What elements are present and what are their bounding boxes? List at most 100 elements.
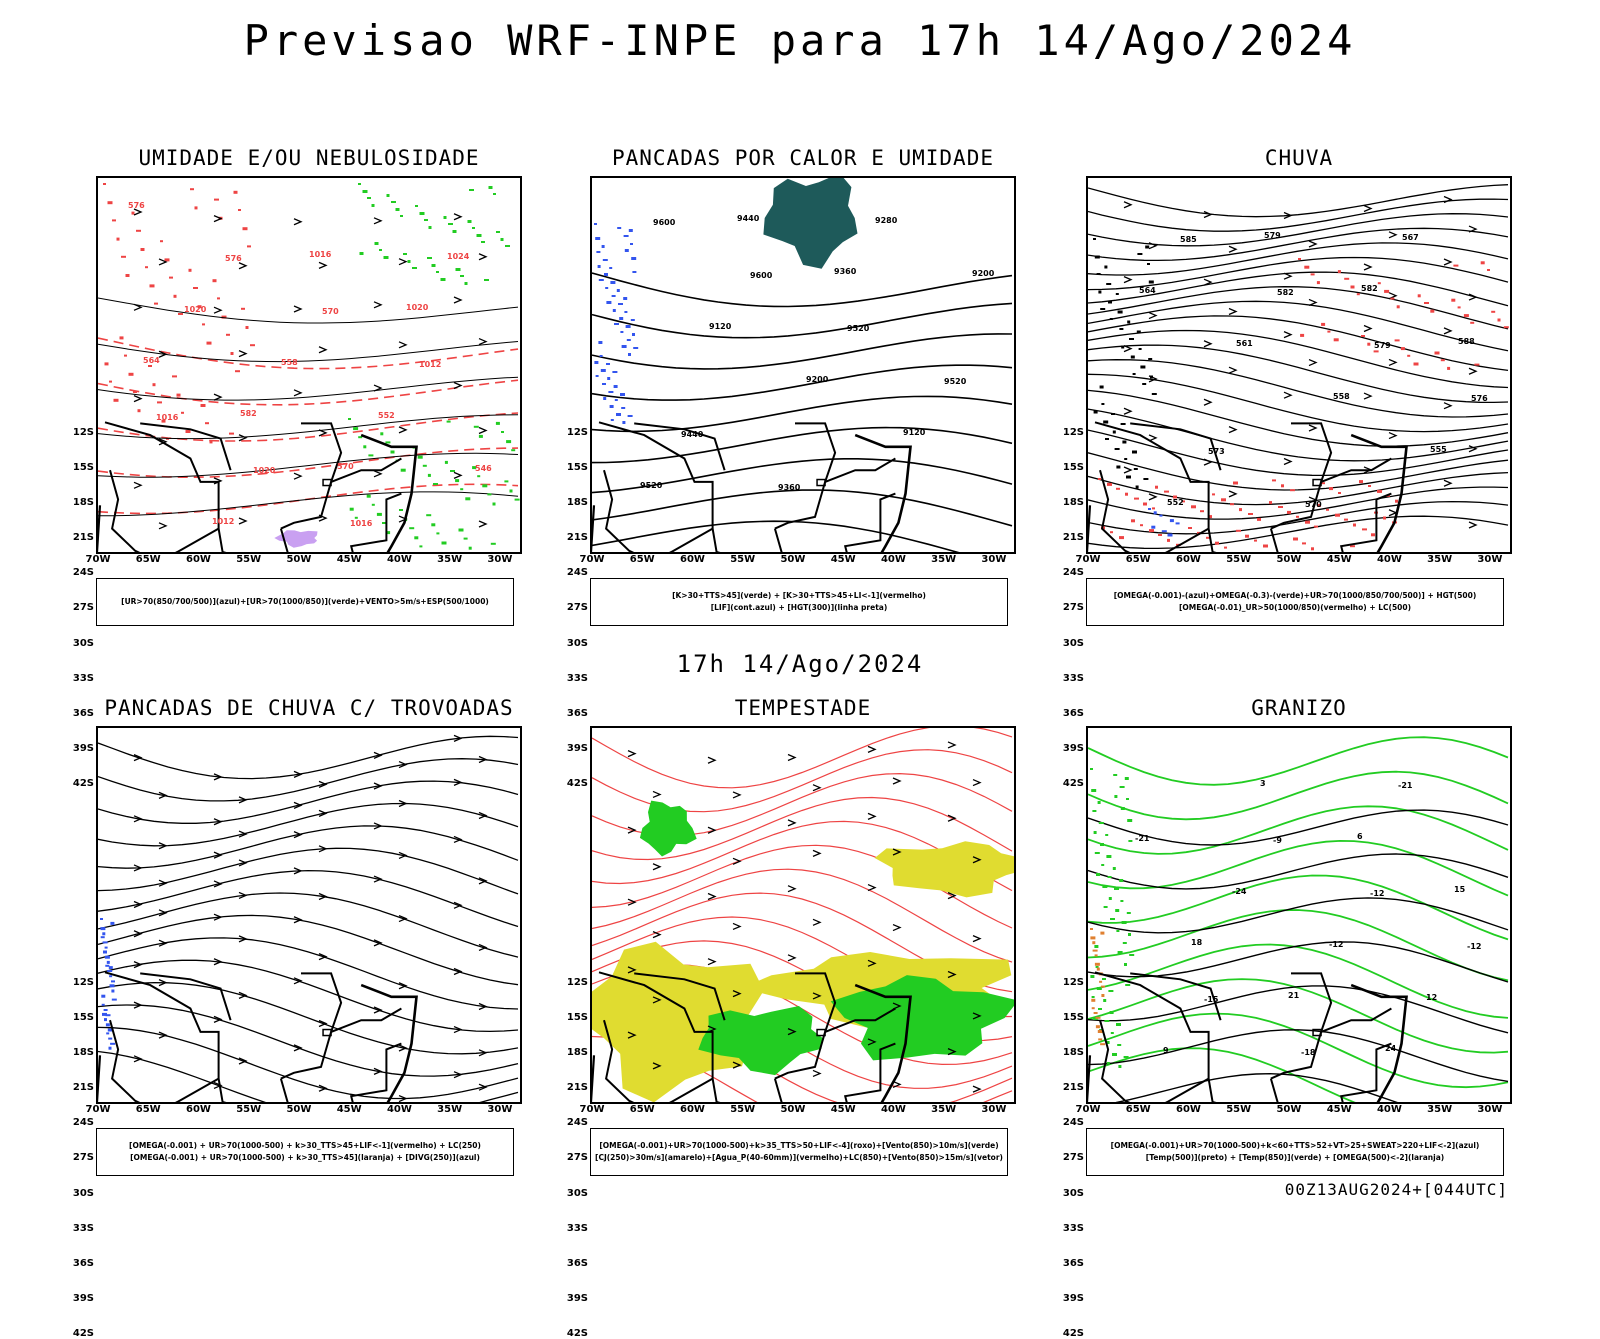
contour-label: 576: [225, 254, 242, 263]
divergence-area: [111, 998, 117, 1001]
streamline-arrow: [293, 472, 303, 480]
rain-area: [1361, 335, 1365, 337]
streamline-arrow: [398, 914, 408, 923]
humidity-contour: [245, 326, 249, 329]
terrain-contour: [1093, 410, 1098, 414]
streamline-arrow: [478, 1002, 488, 1011]
contour-line: [1088, 198, 1509, 232]
map-canvas: 9600 9600 9520 9520 9440 9360 9280 9200 9120 9200…: [592, 178, 1013, 552]
humidity-contour: [169, 276, 173, 279]
streamline-arrow: [1203, 458, 1213, 466]
lifted-index-contour: [633, 347, 639, 349]
terrain-contour: [1129, 338, 1134, 340]
streamline-arrow: [1123, 466, 1133, 474]
lon-tick-label: 65W: [1125, 554, 1151, 565]
border-line: [711, 528, 721, 552]
streamline-arrow: [1148, 311, 1158, 320]
humidity-contour: [235, 370, 240, 373]
lat-tick-label: 21S: [1062, 1082, 1084, 1094]
rain-area: [1457, 306, 1461, 309]
low-level-humidity: [374, 242, 379, 245]
temp-850-contour: [1092, 1017, 1098, 1020]
rain-area-omega: [1159, 514, 1163, 517]
streamline-arrow: [373, 782, 383, 790]
temp-850-contour: [1119, 879, 1124, 882]
streamline-arrow: [293, 830, 303, 839]
rain-area: [1480, 261, 1485, 265]
streamline-arrow: [453, 778, 463, 786]
low-level-humidity: [465, 497, 471, 501]
humidity-contour: [250, 344, 255, 347]
divergence-area: [109, 975, 113, 978]
omega-500-area: [1101, 994, 1105, 997]
lifted-index-contour: [621, 407, 626, 409]
map-canvas: 576 576 570 1012 1016 1020 1016 1024 1020 558 552 5…: [98, 183, 520, 552]
run-info: 00Z13AUG2024+[044UTC]: [1284, 1180, 1508, 1199]
rain-area: [1311, 547, 1314, 551]
contour-line: [592, 272, 1013, 308]
low-level-humidity: [506, 440, 512, 444]
rain-area-omega: [1148, 508, 1151, 510]
lat-tick-label: 18S: [1062, 497, 1084, 509]
contour-label: 585: [1180, 235, 1197, 244]
border-line: [1130, 422, 1222, 471]
omega-500-area: [1100, 931, 1105, 935]
rain-area-omega: [1161, 530, 1167, 533]
contour-line: [98, 914, 519, 986]
temp-850-contour: [1124, 777, 1129, 780]
streamline-arrow: [812, 784, 822, 792]
border-line: [109, 469, 178, 552]
contour-line: [592, 302, 1013, 339]
lon-tick-label: 40W: [386, 554, 412, 565]
divergence-area: [100, 927, 106, 931]
map-pancadas-calor: 9600 9600 9520 9520 9440 9360 9280 9200 9120 9200…: [590, 176, 1016, 554]
temp-850-contour: [1128, 933, 1131, 936]
humidity-contour: [200, 404, 206, 407]
border-line: [634, 972, 726, 1021]
lon-tick-label: 65W: [135, 554, 161, 565]
streamline-arrow: [1308, 298, 1318, 307]
contour-line: [98, 297, 519, 324]
contour-line: [592, 364, 1013, 401]
streamline-arrow: [293, 305, 303, 313]
lon-tick-label: 50W: [780, 1104, 806, 1115]
lifted-index-contour: [603, 397, 607, 400]
low-level-humidity: [419, 212, 425, 215]
lifted-index-contour: [622, 421, 626, 424]
legend-line: [UR>70(850/700/500)](azul)+[UR>70(1000/8…: [121, 597, 489, 606]
streamline-arrow: [1443, 195, 1453, 204]
streamline-arrow: [478, 1049, 488, 1057]
lifted-index-contour: [598, 279, 604, 281]
lifted-index-contour: [613, 385, 618, 388]
streamline-arrow: [1388, 231, 1398, 239]
divergence-area: [102, 941, 108, 944]
divergence-area: [101, 1003, 105, 1006]
map-canvas: [592, 728, 1014, 1102]
streamline-arrow: [318, 809, 328, 818]
omega-500-area: [1091, 1007, 1095, 1010]
humidity-contour: [157, 401, 162, 404]
contour-line: [98, 847, 519, 895]
divergence-area: [102, 932, 106, 936]
border-line: [1166, 527, 1210, 552]
lat-tick-label: 15S: [1062, 1012, 1084, 1024]
legend-box: [OMEGA(-0.001) + UR>70(1000-500) + k>30_…: [96, 1128, 514, 1176]
rain-area: [1384, 289, 1390, 293]
lon-tick-label: 50W: [286, 1104, 312, 1115]
terrain-contour: [1136, 330, 1141, 334]
border-line: [1320, 457, 1392, 483]
low-level-humidity: [371, 204, 375, 207]
lifted-index-contour: [610, 419, 614, 421]
lat-tick-label: 33S: [1062, 672, 1084, 684]
lat-tick-label: 24S: [1062, 1117, 1084, 1129]
low-level-humidity: [385, 441, 391, 444]
streamline-arrow: [213, 773, 223, 781]
temp-850-contour: [1114, 888, 1119, 890]
low-level-humidity: [362, 190, 368, 193]
terrain-contour: [1105, 438, 1109, 440]
streamline-arrow: [238, 891, 248, 900]
lat-tick-label: 42S: [1062, 777, 1084, 789]
lifted-index-contour: [604, 273, 608, 276]
lat-tick-label: 33S: [72, 672, 94, 684]
contour-line: [98, 892, 519, 958]
